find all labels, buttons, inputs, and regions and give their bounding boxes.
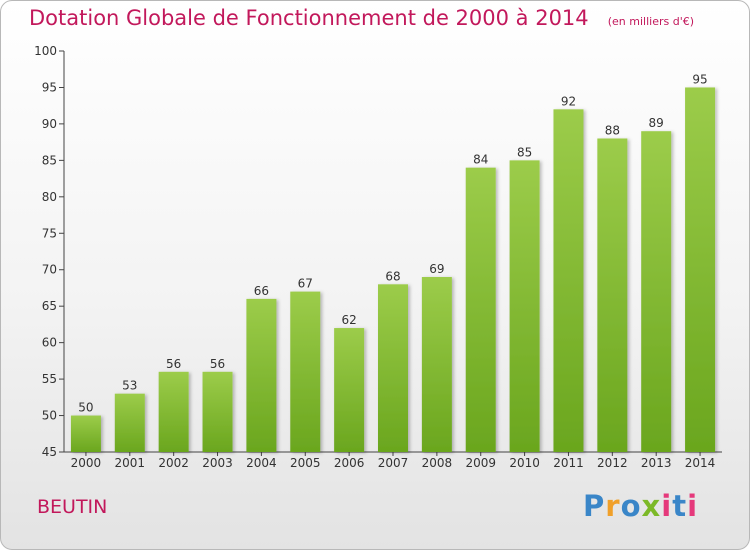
bar-2002 [158, 371, 189, 452]
value-label: 88 [605, 123, 620, 137]
logo-letter: i [687, 489, 699, 523]
bar-2012 [597, 138, 628, 452]
x-tick-label: 2008 [422, 456, 453, 470]
value-label: 56 [166, 357, 181, 371]
x-tick-label: 2011 [553, 456, 584, 470]
y-tick-label: 45 [42, 445, 57, 459]
x-tick-label: 2010 [509, 456, 540, 470]
x-tick-label: 2007 [378, 456, 409, 470]
logo-letter: o [620, 489, 642, 523]
logo-letter: t [672, 489, 688, 523]
bar-2013 [641, 131, 672, 452]
bar-2014 [685, 87, 716, 453]
chart-subtitle: (en milliers d'€) [607, 15, 695, 28]
value-label: 53 [122, 379, 137, 393]
value-label: 69 [429, 262, 444, 276]
bar-2003 [202, 371, 233, 452]
y-tick-label: 55 [42, 372, 57, 386]
x-tick-label: 2001 [115, 456, 146, 470]
logo-letter: P [583, 489, 606, 523]
value-label: 89 [649, 116, 664, 130]
y-tick-label: 85 [42, 153, 57, 167]
y-tick-label: 100 [34, 44, 57, 58]
x-tick-label: 2005 [290, 456, 321, 470]
logo-letter: r [605, 489, 621, 523]
bar-2007 [378, 284, 408, 452]
x-tick-label: 2000 [71, 456, 102, 470]
title-row: Dotation Globale de Fonctionnement de 20… [29, 6, 694, 30]
chart-title: Dotation Globale de Fonctionnement de 20… [29, 6, 589, 30]
bar-2010 [509, 160, 540, 452]
proxiti-logo: Proxiti [583, 489, 698, 523]
bar-2000 [70, 415, 101, 452]
bar-2001 [114, 393, 145, 452]
y-tick-label: 70 [42, 263, 57, 277]
bar-2011 [553, 109, 584, 452]
value-label: 95 [692, 72, 707, 86]
y-tick-label: 50 [42, 409, 57, 423]
x-tick-label: 2004 [246, 456, 277, 470]
x-tick-label: 2003 [202, 456, 233, 470]
value-label: 66 [254, 284, 269, 298]
value-label: 56 [210, 357, 225, 371]
y-tick-label: 80 [42, 190, 57, 204]
bar-2005 [290, 291, 321, 452]
value-label: 67 [298, 277, 313, 291]
y-tick-label: 75 [42, 226, 57, 240]
logo-letter: i [661, 489, 673, 523]
y-tick-label: 65 [42, 299, 57, 313]
bar-2009 [465, 167, 496, 452]
bar-2006 [334, 328, 365, 452]
label-layer: 2000 50 2001 53 2002 56 2003 56 2004 66 2005 67 2006… [71, 72, 716, 470]
y-tick-label: 90 [42, 117, 57, 131]
value-label: 92 [561, 94, 576, 108]
logo-letter: x [641, 489, 662, 523]
y-tick-label: 95 [42, 80, 57, 94]
axis-layer: 45 50 55 60 65 70 75 80 85 90 95 100 [34, 44, 722, 459]
bar-2004 [246, 298, 277, 452]
x-tick-label: 2013 [641, 456, 672, 470]
value-label: 50 [78, 401, 93, 415]
value-label: 68 [385, 269, 400, 283]
x-tick-label: 2009 [465, 456, 496, 470]
x-tick-label: 2012 [597, 456, 628, 470]
commune-name: BEUTIN [37, 496, 108, 518]
x-tick-label: 2006 [334, 456, 365, 470]
value-label: 62 [341, 313, 356, 327]
bar-layer [70, 87, 716, 453]
bar-2008 [421, 277, 452, 452]
value-label: 84 [473, 153, 488, 167]
x-tick-label: 2002 [158, 456, 189, 470]
value-label: 85 [517, 145, 532, 159]
y-tick-label: 60 [42, 336, 57, 350]
x-tick-label: 2014 [685, 456, 716, 470]
